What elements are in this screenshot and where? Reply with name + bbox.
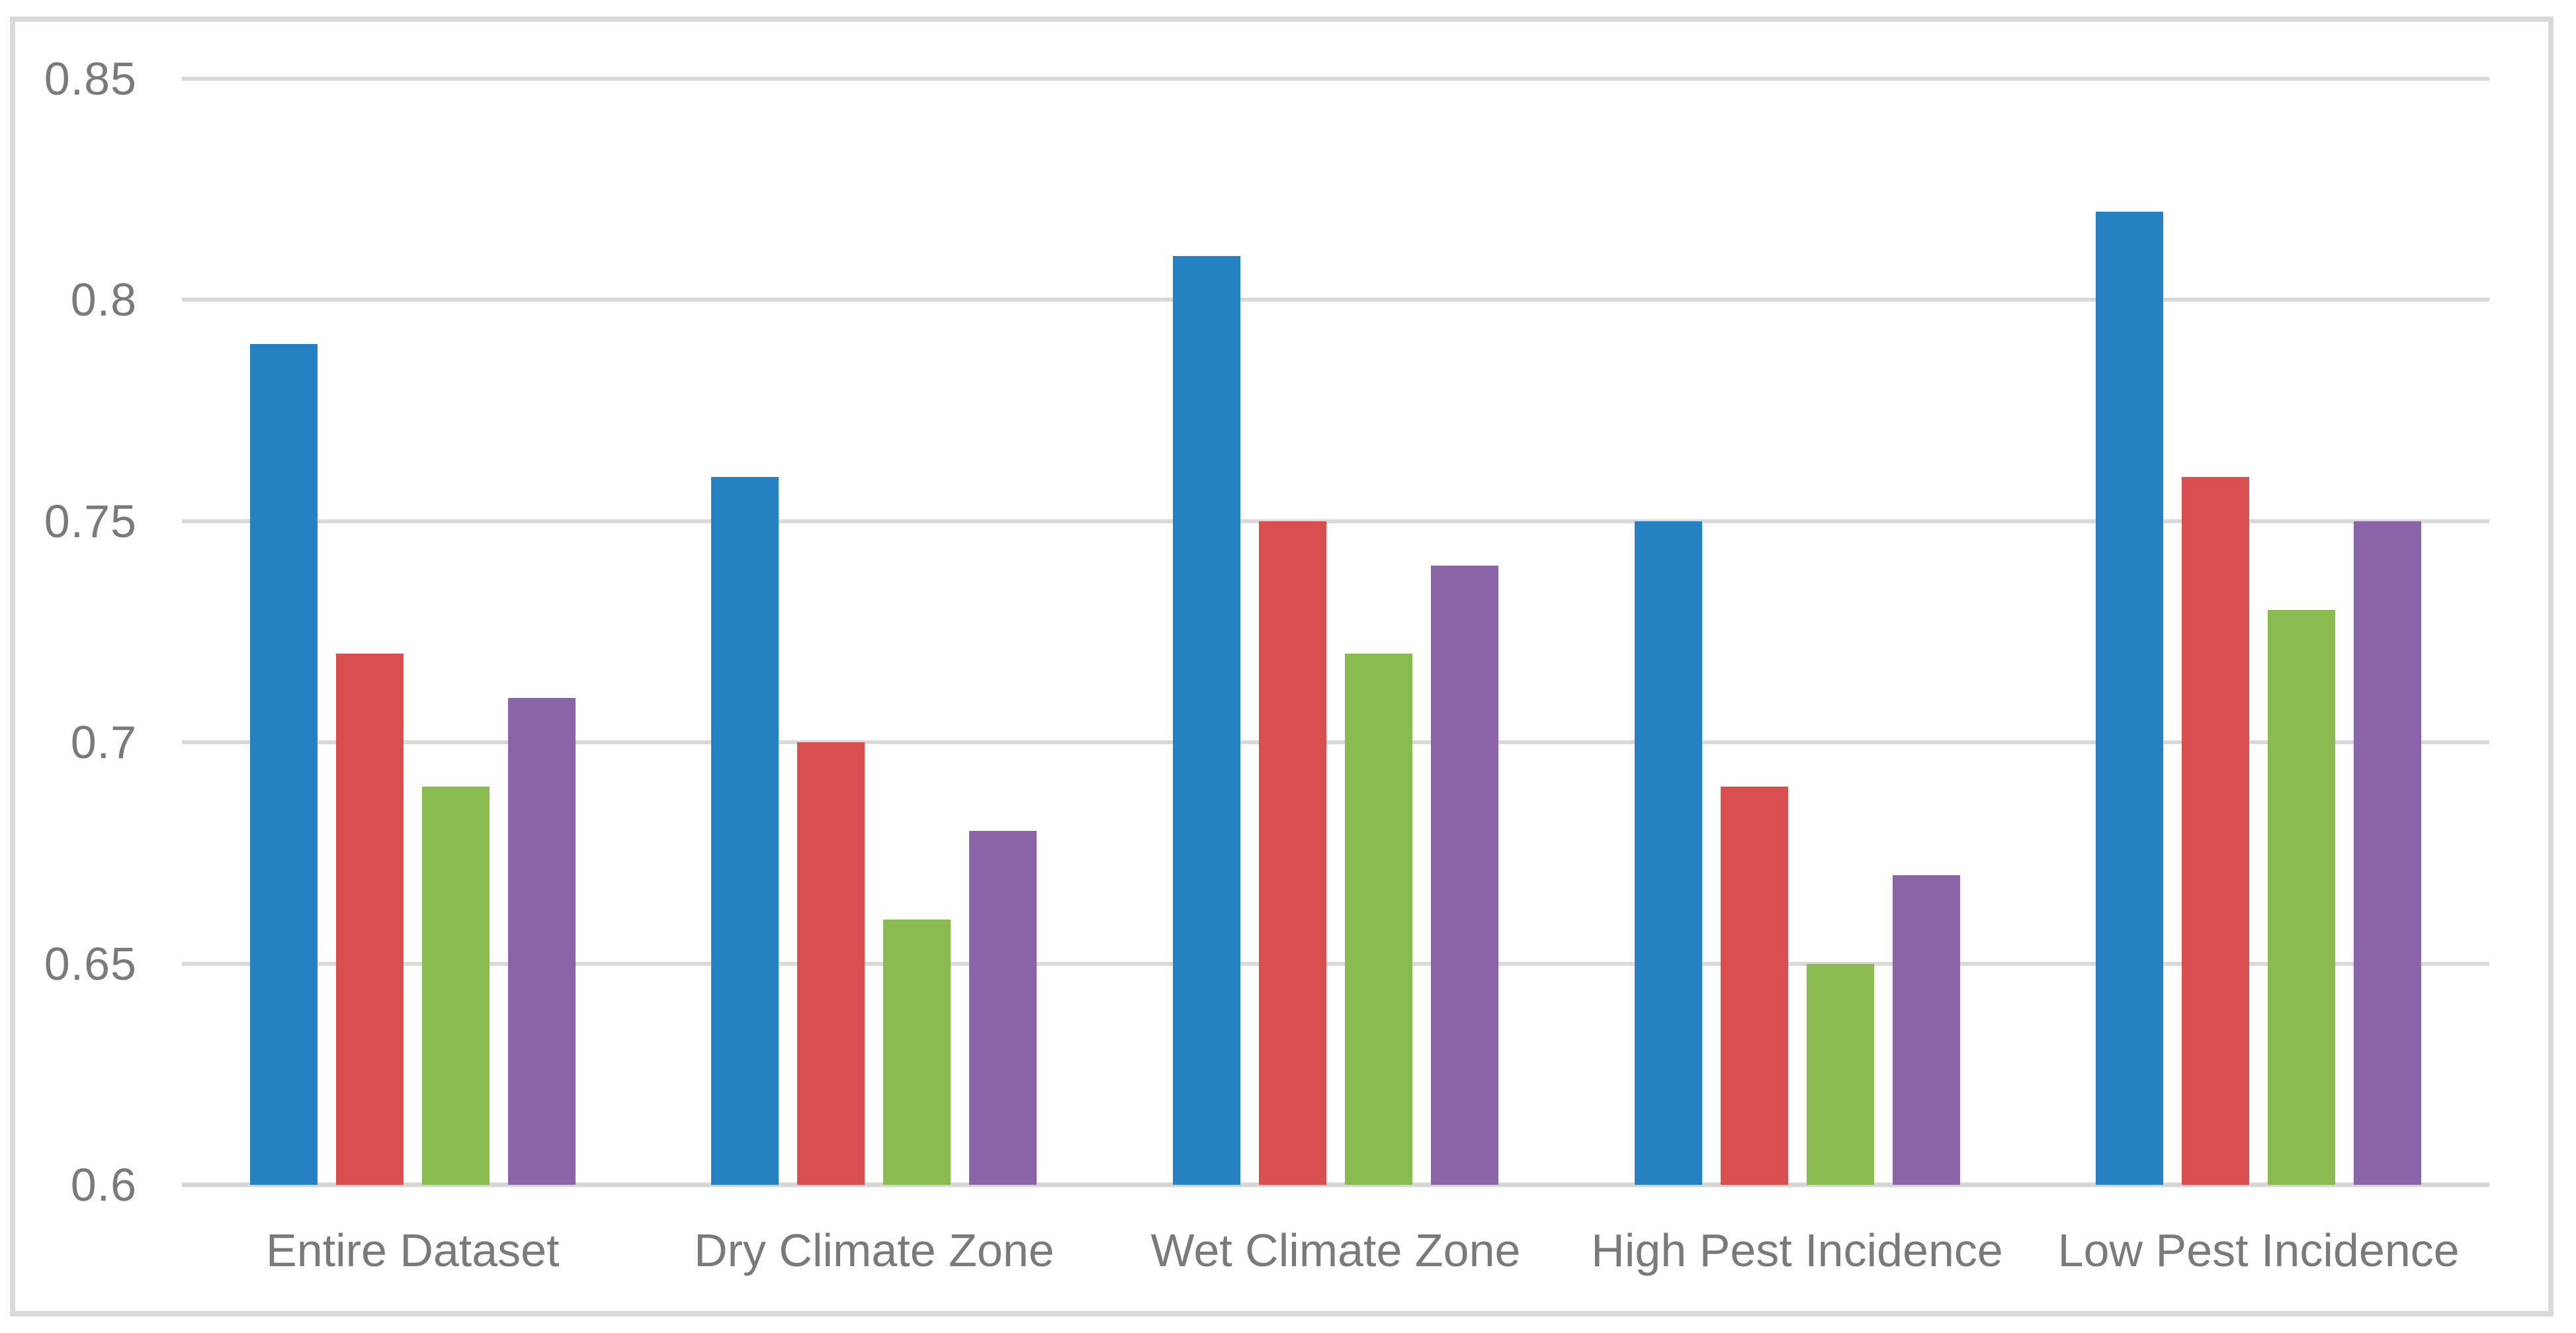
bar-group [1567,79,2028,1185]
category-label: High Pest Incidence [1591,1225,2003,1276]
bar-blue [249,344,318,1185]
gridline [182,77,2489,81]
y-tick-label: 0.7 [70,716,137,769]
bar-purple [2354,521,2422,1185]
x-axis-category-labels: Entire Dataset Dry Climate Zone Wet Climat… [182,1221,2489,1280]
bar-groups [182,79,2489,1185]
bar-purple [1892,875,1960,1185]
gridline [182,740,2489,745]
bar-group [182,79,644,1185]
gridline [182,961,2489,966]
y-axis-tick-labels: 0.85 0.8 0.75 0.7 0.65 0.6 [0,53,137,1211]
bar-red [335,654,404,1185]
bar-blue [1634,521,1702,1185]
y-tick-label: 0.8 [70,274,137,326]
bar-green [421,787,490,1185]
bar-red [1258,521,1326,1185]
y-tick-label: 0.65 [44,937,137,990]
y-tick-label: 0.75 [44,495,137,547]
bar-group [644,79,1105,1185]
bar-red [1720,787,1788,1185]
bar-purple [969,830,1037,1185]
bar-blue [1172,255,1240,1185]
x-axis-line [182,1182,2489,1187]
y-tick-label: 0.85 [44,53,137,105]
bar-green [1344,654,1412,1185]
y-tick-label: 0.6 [70,1159,137,1211]
bar-blue [711,476,779,1185]
bar-red [2182,476,2250,1185]
plot-area [182,77,2489,1187]
bar-green [2268,609,2336,1185]
category-label: Entire Dataset [266,1225,560,1276]
category-label: Wet Climate Zone [1150,1225,1521,1276]
category-label: Low Pest Incidence [2057,1225,2460,1276]
bar-group [2028,79,2489,1185]
bar-green [883,919,951,1185]
bar-purple [507,698,576,1185]
bar-red [797,742,865,1185]
bar-blue [2096,211,2164,1185]
bar-group [1105,79,1567,1185]
gridline [182,298,2489,302]
bar-green [1806,963,1874,1185]
bar-purple [1430,565,1498,1185]
category-label: Dry Climate Zone [694,1225,1054,1276]
gridline [182,519,2489,523]
